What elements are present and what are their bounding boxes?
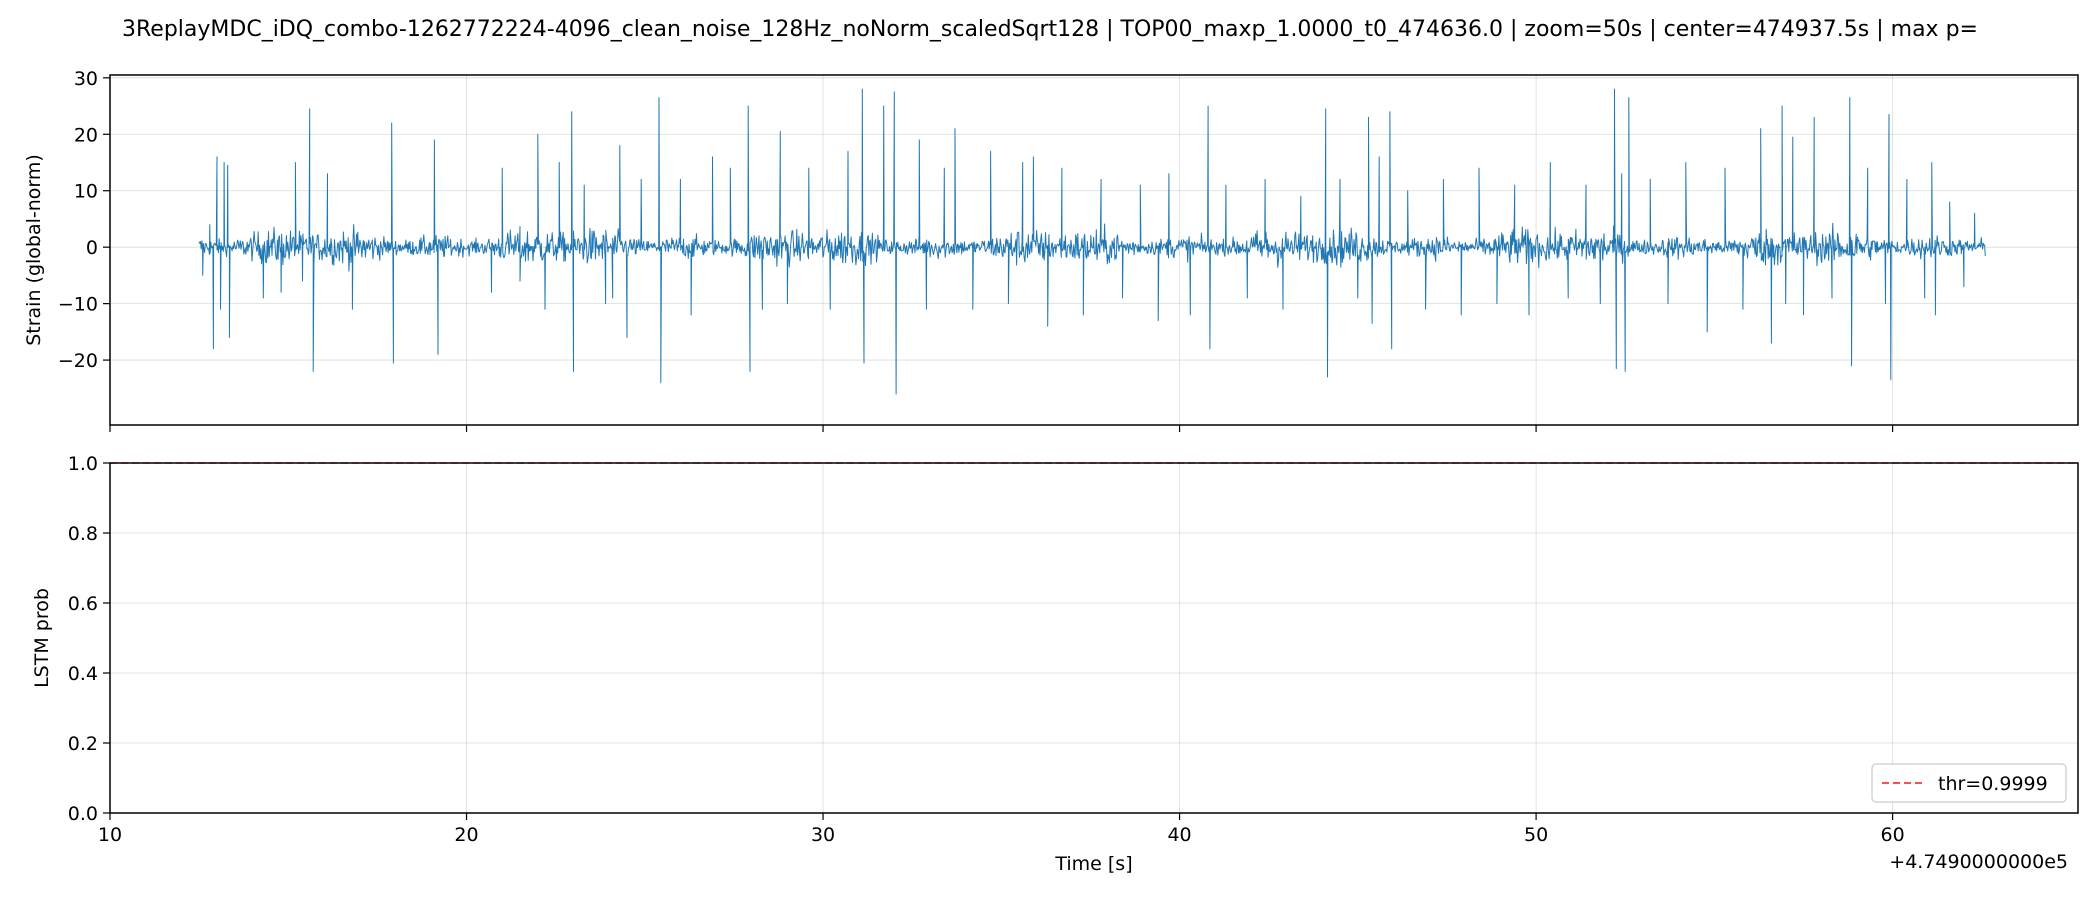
time-x-tick-label: 50 (1524, 824, 1548, 846)
probability-y-tick-label: 0.4 (68, 663, 98, 685)
strain-y-tick-label: 10 (74, 181, 98, 203)
probability-panel: 0.0 0.2 0.4 0.6 0.8 1.0 10 20 30 40 50 60 LSTM prob… (31, 453, 2079, 875)
probability-y-tick-label: 0.8 (68, 523, 98, 545)
probability-gridlines (109, 462, 2078, 814)
time-x-axis-label: Time [s] (1054, 853, 1132, 875)
probability-y-tick-label: 1.0 (68, 453, 98, 475)
legend-threshold-label: thr=0.9999 (1938, 773, 2048, 795)
strain-ticks: −20 −10 0 10 20 30 (58, 68, 1894, 432)
strain-panel: −20 −10 0 10 20 30 Strain (global-norm) (23, 68, 2079, 432)
time-x-tick-label: 30 (811, 824, 835, 846)
time-x-tick-label: 60 (1881, 824, 1905, 846)
x-axis-offset-label: +4.7490000000e5 (1889, 851, 2068, 873)
strain-y-tick-label: 30 (74, 68, 98, 90)
strain-axes-frame (109, 74, 2079, 426)
probability-y-axis-label: LSTM prob (31, 588, 53, 688)
strain-y-tick-label: −20 (58, 350, 98, 372)
time-x-tick-label: 10 (98, 824, 122, 846)
strain-y-axis-label: Strain (global-norm) (23, 154, 45, 346)
time-x-tick-label: 20 (454, 824, 478, 846)
probability-y-tick-label: 0.2 (68, 733, 98, 755)
probability-ticks: 0.0 0.2 0.4 0.6 0.8 1.0 10 20 30 40 50 60 (68, 453, 1905, 846)
strain-y-tick-label: −10 (58, 294, 98, 316)
probability-y-tick-label: 0.0 (68, 803, 98, 825)
figure-title: 3ReplayMDC_iDQ_combo-1262772224-4096_cle… (122, 17, 1978, 42)
time-x-tick-label: 40 (1167, 824, 1191, 846)
legend: thr=0.9999 (1871, 763, 2067, 803)
probability-y-tick-label: 0.6 (68, 593, 98, 615)
strain-y-tick-label: 0 (86, 237, 98, 259)
legend-box (1871, 763, 2067, 803)
strain-series-line (198, 88, 1986, 395)
strain-y-tick-label: 20 (74, 124, 98, 146)
probability-axes-frame (109, 462, 2079, 814)
